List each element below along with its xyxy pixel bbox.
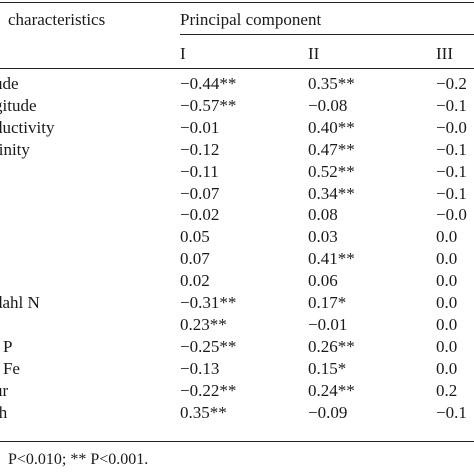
cell-pc3: 0.0 xyxy=(436,293,458,312)
cell-pc1: 0.07 xyxy=(180,249,210,268)
cell-pc2: 0.15* xyxy=(308,359,347,378)
cell-pc3: 0.0 xyxy=(436,227,458,246)
cell-pc1: −0.22** xyxy=(180,381,237,400)
row-label: l P xyxy=(0,337,13,356)
cell-pc2: 0.52** xyxy=(308,162,355,181)
row-label: linity xyxy=(0,140,30,159)
pc-header-II: II xyxy=(308,44,320,63)
cell-pc1: −0.31** xyxy=(180,293,237,312)
row-label: l Fe xyxy=(0,359,20,378)
cell-pc1: −0.07 xyxy=(180,184,220,203)
cell-pc3: −0.0 xyxy=(436,118,467,137)
row-label: gitude xyxy=(0,96,37,115)
cell-pc2: −0.01 xyxy=(308,315,348,334)
cell-pc3: 0.0 xyxy=(436,271,458,290)
row-label: ur xyxy=(0,381,9,400)
cell-pc1: 0.35** xyxy=(180,403,227,422)
cell-pc2: 0.34** xyxy=(308,184,355,203)
cell-pc1: −0.44** xyxy=(180,74,237,93)
cell-pc1: −0.25** xyxy=(180,337,237,356)
row-label: dahl N xyxy=(0,293,40,312)
cell-pc1: −0.01 xyxy=(180,118,220,137)
cell-pc3: 0.2 xyxy=(436,381,458,400)
cell-pc3: −0.1 xyxy=(436,162,467,181)
cell-pc1: −0.57** xyxy=(180,96,237,115)
cell-pc2: 0.08 xyxy=(308,205,338,224)
pc-header-III: III xyxy=(436,44,453,63)
cell-pc3: −0.1 xyxy=(436,140,467,159)
cell-pc3: −0.1 xyxy=(436,184,467,203)
cell-pc2: 0.41** xyxy=(308,249,355,268)
cell-pc1: −0.02 xyxy=(180,205,220,224)
footnote: P<0.010; ** P<0.001. xyxy=(8,451,149,468)
row-label: ductivity xyxy=(0,118,55,137)
bottom-rule xyxy=(0,441,474,442)
cell-pc1: 0.02 xyxy=(180,271,210,290)
cell-pc1: 0.23** xyxy=(180,315,227,334)
cell-pc1: −0.12 xyxy=(180,140,220,159)
row-label: th xyxy=(0,403,8,422)
cell-pc2: 0.47** xyxy=(308,140,355,159)
cell-pc2: 0.24** xyxy=(308,381,355,400)
cell-pc2: 0.26** xyxy=(308,337,355,356)
cell-pc2: −0.09 xyxy=(308,403,348,422)
pc-header-I: I xyxy=(180,44,186,63)
column-header-principal-component: Principal component xyxy=(180,10,322,29)
row-label: ude xyxy=(0,74,19,93)
column-header-characteristics: characteristics xyxy=(8,10,106,29)
cell-pc2: 0.17* xyxy=(308,293,347,312)
cell-pc1: −0.13 xyxy=(180,359,220,378)
cell-pc3: 0.0 xyxy=(436,359,458,378)
cell-pc2: 0.06 xyxy=(308,271,338,290)
cell-pc3: 0.0 xyxy=(436,337,458,356)
cell-pc1: −0.11 xyxy=(180,162,219,181)
group-underline xyxy=(180,34,474,35)
cell-pc1: 0.05 xyxy=(180,227,210,246)
cell-pc2: −0.08 xyxy=(308,96,348,115)
cell-pc3: −0.1 xyxy=(436,403,467,422)
cell-pc3: −0.2 xyxy=(436,74,467,93)
top-rule xyxy=(0,2,474,3)
cell-pc3: −0.1 xyxy=(436,96,467,115)
header-rule xyxy=(0,68,474,69)
cell-pc3: 0.0 xyxy=(436,315,458,334)
cell-pc3: 0.0 xyxy=(436,249,458,268)
cell-pc2: 0.40** xyxy=(308,118,355,137)
cell-pc2: 0.35** xyxy=(308,74,355,93)
cell-pc2: 0.03 xyxy=(308,227,338,246)
cell-pc3: −0.0 xyxy=(436,205,467,224)
